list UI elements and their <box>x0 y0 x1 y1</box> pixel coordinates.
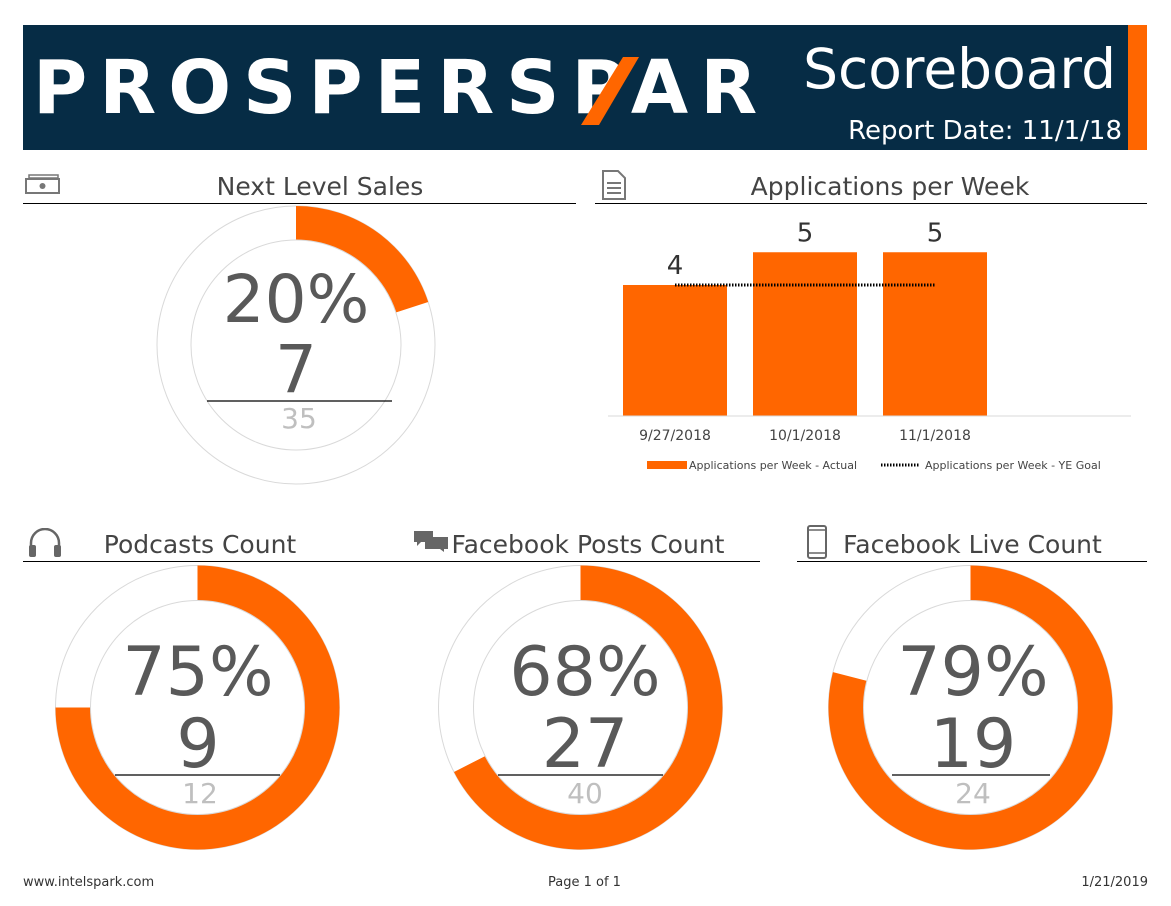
logo-text: PROSPERSPARK <box>33 45 773 131</box>
fb-live-rule <box>797 561 1147 562</box>
sales-gauge: 20% 7 35 <box>156 205 436 485</box>
fb-posts-gauge-inner <box>473 600 688 815</box>
legend-actual-label: Applications per Week - Actual <box>689 459 857 472</box>
bar-2 <box>753 252 857 416</box>
bar-label-3: 5 <box>927 218 944 248</box>
sales-value: 7 <box>275 331 317 408</box>
sales-rule <box>23 203 576 204</box>
fb-live-percent: 79% <box>897 633 1048 712</box>
headphones-icon <box>29 528 61 557</box>
x-tick-2: 10/1/2018 <box>769 428 841 444</box>
sales-total: 35 <box>281 402 317 435</box>
fb-posts-total: 40 <box>567 777 603 810</box>
fb-live-total: 24 <box>955 777 991 810</box>
legend-actual-swatch <box>647 461 687 469</box>
fb-live-gauge-inner <box>863 600 1078 815</box>
document-icon <box>602 170 626 200</box>
header-accent-bar <box>1128 25 1147 150</box>
chat-icon <box>414 531 448 552</box>
podcasts-gauge: 75% 9 12 <box>55 565 340 850</box>
podcasts-title: Podcasts Count <box>103 530 297 559</box>
x-tick-3: 11/1/2018 <box>899 428 971 444</box>
podcasts-posts-rule <box>23 561 760 562</box>
podcasts-percent: 75% <box>122 633 273 712</box>
page-title: Scoreboard <box>803 37 1116 101</box>
fb-posts-value: 27 <box>542 705 629 784</box>
sales-percent: 20% <box>223 261 370 338</box>
footer-date: 1/21/2019 <box>1081 875 1148 890</box>
bar-1 <box>623 285 727 416</box>
footer-page: Page 1 of 1 <box>548 875 621 890</box>
footer-website: www.intelspark.com <box>23 875 155 890</box>
sales-title: Next Level Sales <box>216 172 424 201</box>
phone-icon <box>807 525 827 559</box>
fb-posts-percent: 68% <box>509 633 660 712</box>
applications-title: Applications per Week <box>750 172 1030 201</box>
bar-3 <box>883 252 987 416</box>
fb-posts-gauge: 68% 27 40 <box>438 565 723 850</box>
fb-live-title: Facebook Live Count <box>843 530 1102 559</box>
podcasts-gauge-inner <box>90 600 305 815</box>
x-tick-1: 9/27/2018 <box>639 428 711 444</box>
fb-live-gauge: 79% 19 24 <box>828 565 1113 850</box>
bar-label-1: 4 <box>667 251 684 281</box>
fb-live-value: 19 <box>930 705 1017 784</box>
applications-rule <box>595 203 1147 204</box>
money-icon <box>25 174 60 194</box>
sales-gauge-inner <box>190 239 402 451</box>
applications-bar-chart: 4 9/27/2018 5 10/1/2018 5 11/1/2018 Applicati… <box>608 218 1131 472</box>
podcasts-total: 12 <box>182 777 218 810</box>
bar-label-2: 5 <box>797 218 814 248</box>
fb-posts-title: Facebook Posts Count <box>451 530 725 559</box>
logo-spark-mark <box>581 57 639 125</box>
header-banner: PROSPERSPARK Scoreboard Report Date: 11/… <box>23 25 1128 150</box>
prosperspark-logo: PROSPERSPARK <box>33 45 773 131</box>
legend-goal-label: Applications per Week - YE Goal <box>925 459 1101 472</box>
report-date: Report Date: 11/1/18 <box>848 116 1122 146</box>
podcasts-value: 9 <box>176 705 219 784</box>
sales-gauge-arc <box>296 206 429 313</box>
